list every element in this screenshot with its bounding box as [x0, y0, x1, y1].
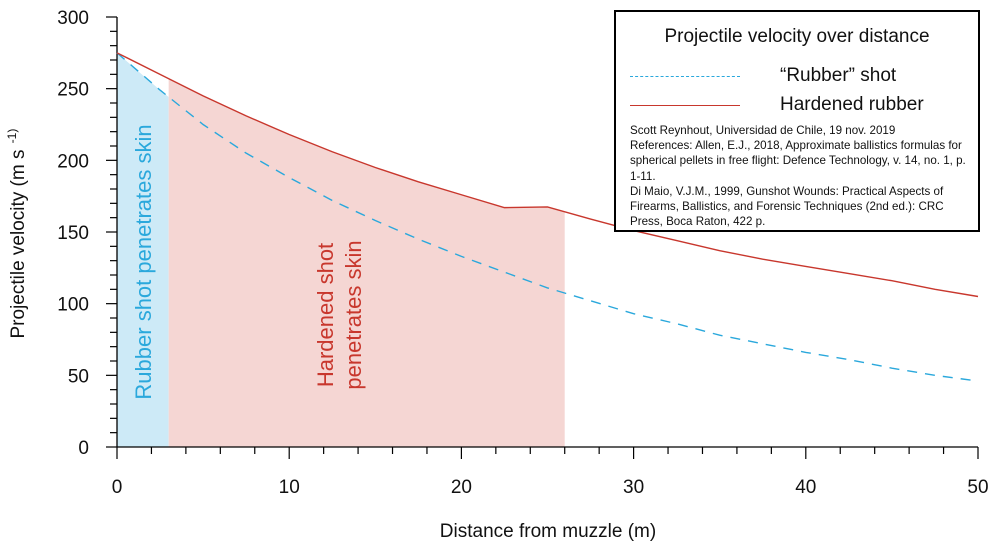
- legend-item-label: “Rubber” shot: [780, 65, 897, 86]
- y-tick-label: 50: [68, 366, 89, 387]
- x-tick-label: 40: [795, 477, 816, 498]
- y-axis-label-group: Projectile velocity (m s -1): [5, 129, 29, 339]
- solid-line-swatch: [630, 105, 740, 106]
- reference-note-2: Di Maio, V.J.M., 1999, Gunshot Wounds: P…: [630, 184, 944, 229]
- series-lines: [116, 52, 979, 382]
- y-tick-label: 0: [78, 438, 89, 459]
- rubber-region-label: Rubber shot penetrates skin: [131, 124, 156, 399]
- legend: Projectile velocity over distance “Rubbe…: [614, 10, 980, 232]
- y-tick-label: 100: [57, 295, 89, 316]
- x-tick-label: 50: [967, 477, 988, 498]
- y-tick-label: 200: [57, 151, 89, 172]
- legend-title: Projectile velocity over distance: [664, 26, 930, 47]
- axes: 0 10 20 30 40 50 0 50 100 150 200 250 300: [57, 8, 988, 498]
- y-tick-label: 150: [57, 223, 89, 244]
- y-tick-label: 300: [57, 8, 89, 29]
- author-note: Scott Reynhout, Universidad de Chile, 19…: [630, 124, 896, 137]
- reference-note-1: References: Allen, E.J., 2018, Approxima…: [630, 139, 966, 183]
- x-tick-label: 20: [451, 477, 472, 498]
- y-axis-label: Projectile velocity (m s: [8, 150, 29, 339]
- x-tick-label: 10: [279, 477, 300, 498]
- legend-item-label: Hardened rubber: [780, 94, 924, 115]
- x-axis-label: Distance from muzzle (m): [440, 521, 656, 542]
- shaded-regions: [117, 52, 565, 447]
- hardened-shot-penetrates-skin-region: [168, 78, 565, 447]
- dashed-line-swatch: [630, 76, 740, 77]
- x-tick-label: 0: [112, 477, 123, 498]
- legend-notes: Scott Reynhout, Universidad de Chile, 19…: [630, 123, 970, 229]
- hardened-rubber-line: [116, 52, 979, 298]
- hardened-region-label-line2: penetrates skin: [341, 240, 366, 389]
- x-tick-label: 30: [623, 477, 644, 498]
- y-axis-label-superscript: -1): [5, 129, 19, 144]
- hardened-region-label-line1: Hardened shot: [313, 243, 338, 387]
- region-labels: Rubber shot penetrates skin Hardened sho…: [131, 124, 366, 399]
- rubber-shot-penetrates-skin-region: [117, 52, 169, 447]
- rubber-shot-line: [116, 52, 979, 382]
- y-tick-label: 250: [57, 80, 89, 101]
